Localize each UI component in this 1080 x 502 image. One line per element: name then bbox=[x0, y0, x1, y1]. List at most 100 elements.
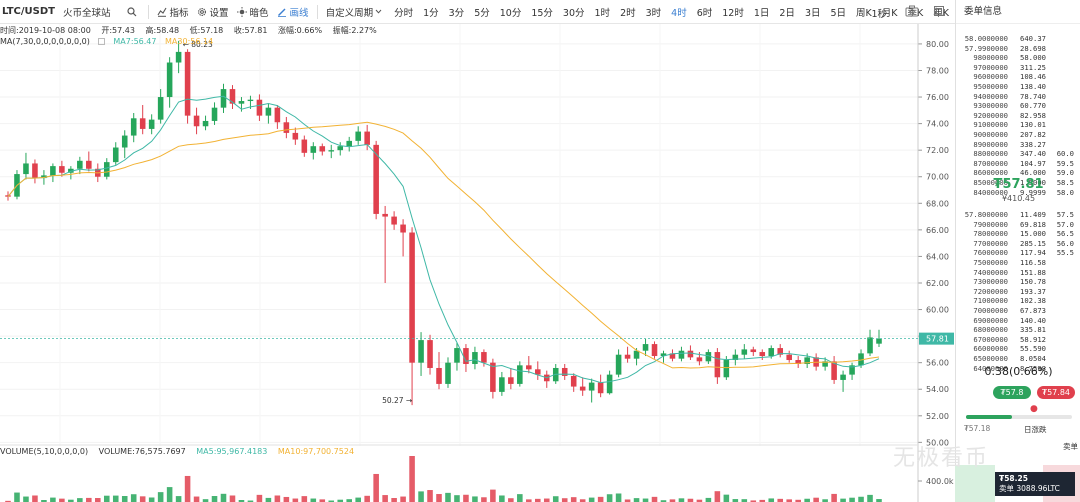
settings-button[interactable]: 设置 bbox=[193, 0, 233, 24]
bid-row[interactable]: 67000000 58.912 bbox=[956, 335, 1080, 344]
ask-row[interactable]: 58.0000000 640.37 bbox=[956, 34, 1080, 43]
symbol-label[interactable]: LTC/USDT bbox=[2, 6, 55, 17]
buy-price-button[interactable]: ₮57.8 bbox=[993, 386, 1031, 399]
ask-row[interactable]: 89000000 338.27 bbox=[956, 140, 1080, 149]
ask-row[interactable]: 87000000 104.97 59.5 bbox=[956, 159, 1080, 168]
ask-row[interactable]: 57.9900000 28.698 bbox=[956, 44, 1080, 53]
bid-row[interactable]: 75000000 116.58 bbox=[956, 258, 1080, 267]
interval-tab[interactable]: 30分 bbox=[562, 7, 585, 19]
volume-bar bbox=[822, 499, 828, 502]
bid-row[interactable]: 66000000 55.590 bbox=[956, 344, 1080, 353]
indicators-label: 指标 bbox=[169, 7, 189, 19]
custom-period-dropdown[interactable]: 自定义周期 bbox=[322, 0, 390, 24]
interval-tab[interactable]: 12时 bbox=[722, 7, 744, 19]
candle-body bbox=[418, 340, 424, 363]
volume-bar bbox=[157, 492, 164, 502]
bid-row[interactable]: 65000000 8.0504 bbox=[956, 354, 1080, 363]
bid-row[interactable]: 76000000 117.94 55.5 bbox=[956, 248, 1080, 257]
interval-tab[interactable]: 周K bbox=[856, 7, 872, 19]
volume-bar bbox=[687, 498, 694, 502]
bid-row[interactable]: 77000000 285.15 56.0 bbox=[956, 239, 1080, 248]
ask-row[interactable]: 96000000 108.46 bbox=[956, 72, 1080, 81]
interval-tab[interactable]: 月K bbox=[881, 7, 898, 19]
bid-amount: 151.88 bbox=[1020, 267, 1046, 277]
ask-row[interactable]: 84000000 9.9999 58.0 bbox=[956, 188, 1080, 197]
ask-level: 59.5 bbox=[1056, 158, 1074, 168]
sell-price-button[interactable]: ₮57.84 bbox=[1037, 386, 1075, 399]
interval-tab[interactable]: 3时 bbox=[645, 7, 662, 19]
low-annotation: 50.27 → bbox=[382, 396, 412, 405]
candle-body bbox=[750, 349, 757, 353]
interval-tab[interactable]: 1分 bbox=[423, 7, 439, 19]
ask-row[interactable]: 97000000 311.25 bbox=[956, 63, 1080, 72]
indicators-button[interactable]: 指标 bbox=[153, 0, 193, 24]
candle-body bbox=[481, 352, 487, 363]
volume-bar bbox=[41, 500, 47, 502]
bid-row[interactable]: 74000000 151.88 bbox=[956, 268, 1080, 277]
bid-price: 70000000 bbox=[973, 306, 1008, 315]
volume-bar bbox=[570, 497, 577, 502]
interval-tab[interactable]: 15分 bbox=[531, 7, 553, 19]
ask-row[interactable]: 85000000 1.5000 58.5 bbox=[956, 178, 1080, 187]
ask-row[interactable]: 92000000 82.958 bbox=[956, 111, 1080, 120]
refresh-rate-label[interactable]: 1秒 bbox=[871, 9, 887, 20]
ask-row[interactable]: 98000000 58.000 bbox=[956, 53, 1080, 62]
interval-tab[interactable]: 1时 bbox=[594, 7, 611, 19]
ask-row[interactable]: 93000000 60.770 bbox=[956, 101, 1080, 110]
volume-bar bbox=[319, 499, 326, 502]
day-low-value: ₮57.18 bbox=[964, 424, 991, 433]
ask-row[interactable]: 88000000 347.40 60.0 bbox=[956, 149, 1080, 158]
interval-tab[interactable]: 2日 bbox=[779, 7, 795, 19]
fullscreen-icon[interactable] bbox=[933, 5, 945, 20]
interval-tab[interactable]: 5分 bbox=[474, 7, 490, 19]
volume-bar bbox=[624, 499, 631, 502]
interval-tab[interactable]: 3日 bbox=[804, 7, 821, 19]
ask-row[interactable]: 94000000 78.740 bbox=[956, 92, 1080, 101]
interval-tab[interactable]: 10分 bbox=[499, 7, 522, 19]
price-chart[interactable]: 80.00 78.00 76.00 74.00 72.00 70.00 68.00 66.00… bbox=[0, 24, 955, 502]
candle-body bbox=[795, 360, 801, 364]
interval-tab[interactable]: 1日 bbox=[753, 7, 770, 19]
candle-body bbox=[588, 382, 595, 391]
bid-row[interactable]: 69000000 140.40 bbox=[956, 316, 1080, 325]
bid-row[interactable]: 68000000 335.81 bbox=[956, 325, 1080, 334]
candle-body bbox=[391, 216, 397, 225]
bid-row[interactable]: 72000000 193.37 bbox=[956, 287, 1080, 296]
sell-label: 卖单 bbox=[1063, 442, 1078, 451]
ask-row[interactable]: 86000000 46.000 59.0 bbox=[956, 168, 1080, 177]
ma-prefix: MA(7,30,0,0,0,0,0,0,0) bbox=[0, 37, 90, 46]
bid-row[interactable]: 79000000 69.818 57.0 bbox=[956, 220, 1080, 229]
ma-toggle-checkbox[interactable] bbox=[97, 38, 105, 45]
bid-row[interactable]: 64000000 8.7598 bbox=[956, 364, 1080, 373]
ask-row[interactable]: 91000000 130.01 bbox=[956, 120, 1080, 129]
candle-body bbox=[840, 374, 846, 380]
interval-tab[interactable]: 5日 bbox=[830, 7, 847, 19]
interval-tab[interactable]: 6时 bbox=[696, 7, 713, 19]
bid-row[interactable]: 73000000 150.78 bbox=[956, 277, 1080, 286]
bid-row[interactable]: 78000000 15.000 56.5 bbox=[956, 229, 1080, 238]
bid-row[interactable]: 70000000 67.873 bbox=[956, 306, 1080, 315]
volume-bar bbox=[508, 498, 514, 502]
ask-row[interactable]: 95000000 138.40 bbox=[956, 82, 1080, 91]
bid-row[interactable]: 71000000 102.38 bbox=[956, 296, 1080, 305]
theme-button[interactable]: 暗色 bbox=[233, 0, 273, 24]
sun-icon bbox=[236, 6, 247, 17]
bid-row[interactable]: 57.8000000 11.409 57.5 bbox=[956, 210, 1080, 219]
volume-bar bbox=[669, 499, 676, 502]
camera-icon[interactable] bbox=[905, 5, 919, 20]
interval-tab[interactable]: 分时 bbox=[394, 7, 414, 19]
candle-body bbox=[732, 354, 739, 361]
candle-body bbox=[624, 354, 631, 359]
interval-tab[interactable]: 季K bbox=[907, 7, 924, 19]
ask-row[interactable]: 90000000 207.82 bbox=[956, 130, 1080, 139]
custom-period-label: 自定义周期 bbox=[325, 7, 374, 19]
interval-tab[interactable]: 2时 bbox=[620, 7, 636, 19]
volume-bar bbox=[103, 495, 110, 502]
volume-bar bbox=[517, 494, 523, 502]
interval-tab[interactable]: 3分 bbox=[448, 7, 465, 19]
volume-bar bbox=[355, 497, 361, 502]
volume-bar bbox=[400, 496, 406, 502]
draw-button[interactable]: 画线 bbox=[273, 0, 313, 24]
search-icon[interactable] bbox=[123, 0, 144, 24]
interval-tab[interactable]: 4时 bbox=[671, 7, 687, 19]
